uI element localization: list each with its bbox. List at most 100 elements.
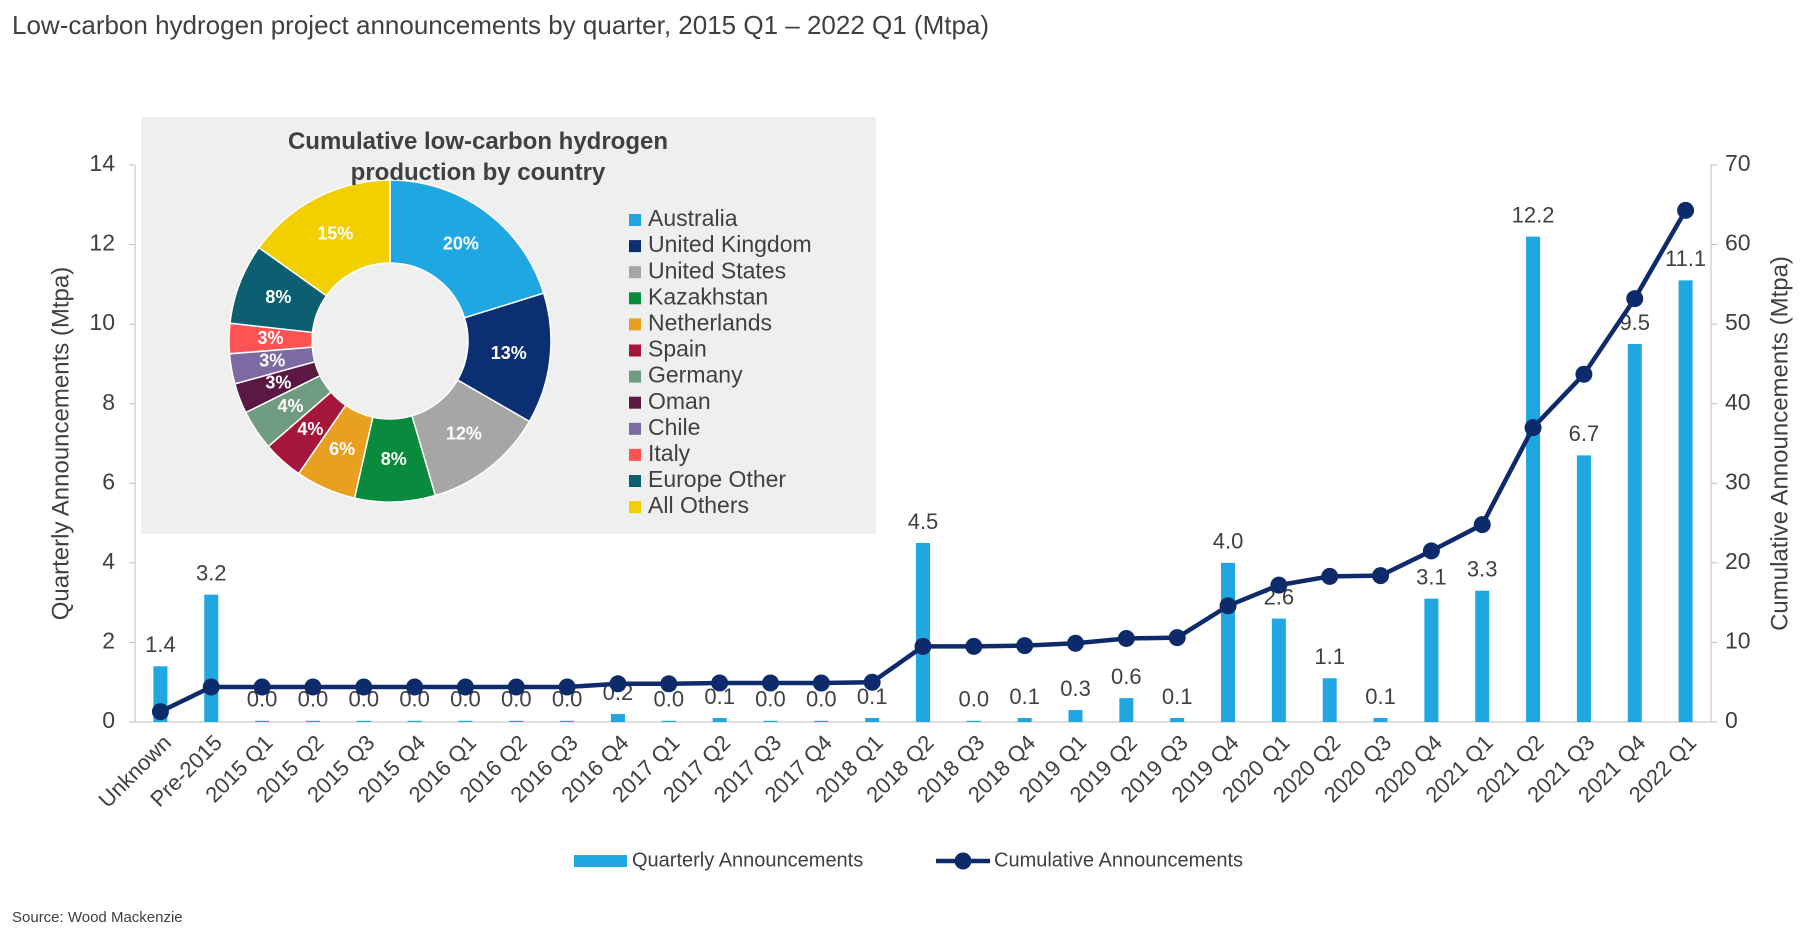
bar bbox=[661, 720, 676, 722]
bar bbox=[916, 542, 930, 722]
bar bbox=[1322, 678, 1337, 722]
slice-label: 12% bbox=[446, 424, 482, 444]
legend-swatch bbox=[629, 501, 641, 514]
y2-tick-label: 10 bbox=[1725, 628, 1751, 654]
slice-label: 3% bbox=[258, 328, 284, 348]
bar bbox=[1576, 455, 1591, 722]
bar bbox=[1221, 562, 1236, 722]
legend-swatch bbox=[629, 370, 641, 383]
line-marker bbox=[1626, 290, 1644, 308]
bar-value-label: 11.1 bbox=[1665, 246, 1706, 271]
source: Source: Wood Mackenzie bbox=[12, 909, 183, 926]
legend-label: Australia bbox=[648, 205, 738, 231]
legend-label: United Kingdom bbox=[648, 231, 812, 257]
line-marker bbox=[1422, 542, 1440, 560]
slice-label: 20% bbox=[443, 234, 479, 254]
legend-swatch bbox=[629, 266, 641, 279]
pie-slice bbox=[257, 179, 391, 297]
bar bbox=[610, 714, 625, 722]
bar-value-label: 0.3 bbox=[1060, 676, 1091, 701]
bar bbox=[560, 720, 575, 722]
bar bbox=[966, 720, 981, 722]
line-marker bbox=[863, 673, 881, 691]
line-marker bbox=[1067, 634, 1085, 652]
legend-label: Cumulative Announcements bbox=[994, 849, 1243, 871]
bar-value-label: 1.1 bbox=[1314, 644, 1345, 669]
bar-value-label: 6.7 bbox=[1569, 421, 1600, 446]
slice-label: 3% bbox=[265, 372, 291, 392]
bar-value-label: 0.6 bbox=[1111, 664, 1142, 689]
bar bbox=[712, 718, 727, 722]
line-marker bbox=[1270, 576, 1288, 594]
pie-title: Cumulative low-carbon hydrogen productio… bbox=[287, 128, 669, 186]
slice-label: 13% bbox=[491, 343, 527, 363]
line-marker bbox=[1168, 629, 1186, 647]
bar-value-label: 4.5 bbox=[908, 509, 939, 534]
line-marker bbox=[1575, 365, 1593, 383]
slice-label: 8% bbox=[265, 287, 291, 307]
y2-tick-label: 60 bbox=[1725, 230, 1751, 256]
y-tick-label: 10 bbox=[89, 309, 115, 335]
y-tick-label: 0 bbox=[102, 707, 115, 733]
legend-label: Italy bbox=[648, 440, 691, 466]
bar-value-label: 3.2 bbox=[196, 560, 227, 585]
bar bbox=[1627, 344, 1642, 722]
bar-value-label: 4.0 bbox=[1213, 529, 1244, 554]
y-axis-title: Quarterly Announcements (Mtpa) bbox=[47, 267, 74, 621]
legend-label: Chile bbox=[648, 414, 700, 440]
slice-label: 6% bbox=[329, 439, 355, 459]
y-tick-label: 2 bbox=[102, 628, 115, 654]
y-tick-label: 8 bbox=[102, 389, 115, 415]
y-tick-label: 4 bbox=[102, 548, 115, 574]
legend-swatch bbox=[629, 318, 641, 331]
bar bbox=[509, 720, 524, 722]
bar-value-label: 0.1 bbox=[1365, 684, 1396, 709]
bar bbox=[356, 720, 371, 722]
slice-label: 15% bbox=[317, 224, 353, 244]
legend-swatch bbox=[574, 855, 627, 867]
legend-swatch bbox=[629, 475, 641, 487]
line-marker bbox=[456, 678, 474, 696]
bar bbox=[1526, 236, 1541, 722]
bar bbox=[865, 718, 880, 722]
slice-label: 8% bbox=[381, 449, 407, 469]
y2-tick-label: 30 bbox=[1725, 468, 1751, 494]
y2-tick-label: 40 bbox=[1725, 389, 1751, 415]
line-marker bbox=[151, 703, 169, 721]
legend-label: Kazakhstan bbox=[648, 283, 768, 309]
bar-value-label: 3.1 bbox=[1416, 564, 1447, 589]
bar-value-label: 0.0 bbox=[959, 687, 990, 712]
chart-title: Low-carbon hydrogen project announcement… bbox=[12, 10, 989, 40]
legend-label: Germany bbox=[648, 362, 743, 388]
bar bbox=[1017, 718, 1032, 722]
bar bbox=[305, 720, 320, 722]
bar-value-label: 0.1 bbox=[1162, 684, 1193, 709]
legend-swatch bbox=[629, 422, 641, 435]
bar bbox=[1373, 718, 1388, 722]
pie-slice bbox=[389, 179, 545, 319]
y2-tick-label: 0 bbox=[1725, 707, 1738, 733]
bar-value-label: 12.2 bbox=[1512, 202, 1555, 227]
bar bbox=[458, 720, 473, 722]
line-marker bbox=[1321, 567, 1339, 585]
legend-swatch bbox=[954, 852, 972, 870]
bar-value-label: 0.1 bbox=[1009, 684, 1040, 709]
bar bbox=[1170, 718, 1185, 722]
line-marker bbox=[507, 678, 525, 696]
bar-value-label: 1.4 bbox=[145, 632, 176, 657]
slice-label: 4% bbox=[297, 419, 323, 439]
slice-label: 3% bbox=[259, 351, 285, 371]
legend-label: Spain bbox=[648, 336, 707, 362]
legend-label: Quarterly Announcements bbox=[632, 849, 863, 871]
line-marker bbox=[355, 678, 373, 696]
legend-label: Netherlands bbox=[648, 309, 772, 335]
bar bbox=[255, 720, 270, 722]
line-marker bbox=[1219, 597, 1237, 615]
line-marker bbox=[965, 637, 983, 655]
line-marker bbox=[660, 675, 678, 693]
bar bbox=[204, 594, 219, 722]
line-marker bbox=[914, 637, 932, 655]
y-tick-label: 14 bbox=[89, 150, 115, 176]
y2-tick-label: 50 bbox=[1725, 309, 1751, 335]
